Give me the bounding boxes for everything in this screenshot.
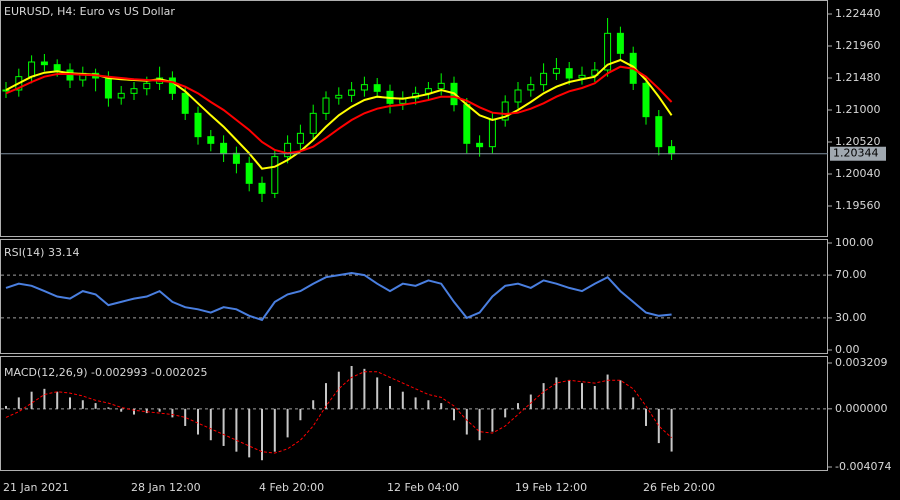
x-tick-label: 4 Feb 20:00 (259, 481, 324, 494)
candle-body (437, 82, 445, 90)
y-tick-label: 70.00 (835, 268, 867, 281)
candle-body (40, 61, 48, 66)
candle-body (284, 142, 292, 158)
moving-average (5, 65, 673, 155)
moving-average (5, 58, 673, 170)
candle-body (220, 142, 228, 154)
y-tick-label: 1.20040 (835, 167, 881, 180)
x-tick-label: 28 Jan 12:00 (131, 481, 201, 494)
y-tick-label: 1.21000 (835, 103, 881, 116)
candle-body (2, 89, 10, 92)
last-price-label: 1.20344 (833, 147, 879, 160)
candle-body (540, 72, 548, 86)
main-frame (0, 0, 828, 237)
panel-title: EURUSD, H4: Euro vs US Dollar (4, 5, 175, 18)
rsi-line (5, 271, 672, 322)
candle-body (296, 132, 304, 144)
candle-body (514, 89, 522, 103)
candle-body (360, 84, 368, 91)
candle-body (245, 162, 253, 184)
candle-body (194, 112, 202, 138)
candle-body (552, 68, 560, 74)
candle-body (476, 142, 484, 148)
candle-body (207, 136, 215, 144)
macd-frame (0, 356, 828, 471)
candle-body (373, 84, 381, 92)
candle-body (322, 97, 330, 114)
candle-body (309, 112, 317, 134)
y-tick-label: 1.19560 (835, 199, 881, 212)
candle-body (181, 92, 189, 114)
candle-body (463, 104, 471, 144)
y-tick-label: 1.21960 (835, 39, 881, 52)
rsi-frame (0, 239, 828, 354)
candle-body (258, 182, 266, 194)
candle-body (616, 32, 624, 54)
macd-signal (5, 371, 672, 454)
candle-body (168, 77, 176, 94)
candle-body (348, 89, 356, 96)
y-tick-label: 30.00 (835, 311, 867, 324)
candle-body (527, 84, 535, 91)
y-tick-label: 1.22440 (835, 7, 881, 20)
candle-body (28, 61, 36, 78)
panel-title: RSI(14) 33.14 (4, 246, 79, 259)
candle-body (104, 77, 112, 99)
x-tick-label: 26 Feb 20:00 (643, 481, 715, 494)
y-tick-label: 0.00 (835, 343, 860, 356)
candle-body (604, 32, 612, 71)
candle-body (668, 146, 676, 155)
y-tick-label: -0.004074 (835, 460, 891, 473)
candle-body (143, 82, 151, 90)
y-tick-label: 0.003209 (835, 356, 888, 369)
candle-body (53, 64, 61, 71)
candle-body (232, 152, 240, 164)
y-tick-label: 100.00 (835, 236, 874, 249)
y-tick-label: 1.21480 (835, 71, 881, 84)
candle-body (488, 119, 496, 148)
last-price-box (830, 146, 886, 161)
x-tick-label: 21 Jan 2021 (3, 481, 69, 494)
candle-body (335, 94, 343, 99)
y-tick-label: 0.000000 (835, 402, 888, 415)
candle-body (565, 68, 573, 79)
candle-body (501, 101, 509, 121)
candle-body (578, 74, 586, 79)
y-tick-label: 1.20520 (835, 135, 881, 148)
candle-body (655, 116, 663, 148)
x-tick-label: 12 Feb 04:00 (387, 481, 459, 494)
candle-body (271, 156, 279, 194)
x-tick-label: 19 Feb 12:00 (515, 481, 587, 494)
candle-body (130, 88, 138, 94)
candle-body (642, 82, 650, 118)
panel-title: MACD(12,26,9) -0.002993 -0.002025 (4, 366, 207, 379)
candle-body (117, 92, 125, 99)
frames (0, 0, 828, 471)
